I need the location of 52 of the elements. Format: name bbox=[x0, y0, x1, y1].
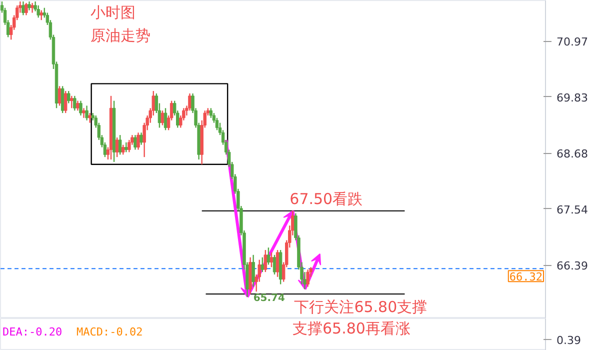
candlestick bbox=[252, 254, 255, 288]
candlestick bbox=[264, 249, 268, 273]
candlestick bbox=[22, 0, 25, 16]
candlestick bbox=[260, 256, 264, 273]
candlestick bbox=[128, 139, 131, 153]
candlestick bbox=[270, 252, 274, 268]
text: 原油走势 bbox=[90, 26, 150, 44]
ref-line-label: 下行关注65.80支撑 bbox=[294, 298, 428, 316]
candlestick bbox=[60, 86, 64, 114]
candlestick bbox=[272, 254, 276, 276]
candlestick bbox=[70, 95, 74, 109]
candlestick bbox=[88, 112, 92, 124]
candlestick bbox=[124, 142, 128, 153]
annotation: 65.74 bbox=[253, 292, 285, 304]
text: 支撑65.80再看涨 bbox=[292, 320, 410, 338]
candlestick bbox=[73, 95, 76, 112]
y-tick-label: 70.97 bbox=[556, 36, 588, 49]
candlestick bbox=[215, 117, 219, 131]
text: DEA:-0.20 bbox=[2, 326, 62, 338]
candlestick bbox=[164, 108, 168, 131]
candlestick bbox=[276, 249, 280, 278]
y-tick-label: 68.68 bbox=[556, 148, 588, 161]
candlestick bbox=[122, 144, 125, 156]
text: 0.39 bbox=[556, 334, 581, 347]
y-tick-label: 66.39 bbox=[556, 260, 588, 273]
candlestick bbox=[82, 108, 86, 119]
candlestick bbox=[30, 2, 34, 14]
chart-title: 小时图 bbox=[90, 4, 136, 22]
candlestick bbox=[209, 108, 213, 119]
candlestick bbox=[118, 134, 122, 156]
candlestick bbox=[67, 90, 70, 104]
candlestick bbox=[115, 136, 119, 158]
candlestick bbox=[160, 110, 164, 126]
candlestick bbox=[140, 132, 143, 146]
candlestick bbox=[266, 246, 270, 266]
candlestick bbox=[36, 4, 40, 18]
candlestick bbox=[85, 105, 88, 121]
candlestick bbox=[64, 90, 68, 114]
candlestick bbox=[134, 134, 137, 150]
text: MACD:-0.02 bbox=[76, 326, 143, 338]
candlestick bbox=[79, 100, 82, 116]
y-tick-label: 67.54 bbox=[556, 203, 588, 216]
candlestick bbox=[24, 2, 28, 16]
y-tick-label: 69.83 bbox=[556, 91, 588, 104]
candlestick bbox=[188, 92, 192, 112]
candlestick bbox=[136, 132, 140, 150]
ref-line-label: 66.32 bbox=[509, 270, 543, 284]
candlestick bbox=[40, 10, 43, 21]
candlestick bbox=[76, 100, 80, 112]
candlestick bbox=[58, 86, 62, 106]
candlestick bbox=[306, 268, 310, 288]
ref-line-label: 67.50看跌 bbox=[290, 190, 363, 208]
